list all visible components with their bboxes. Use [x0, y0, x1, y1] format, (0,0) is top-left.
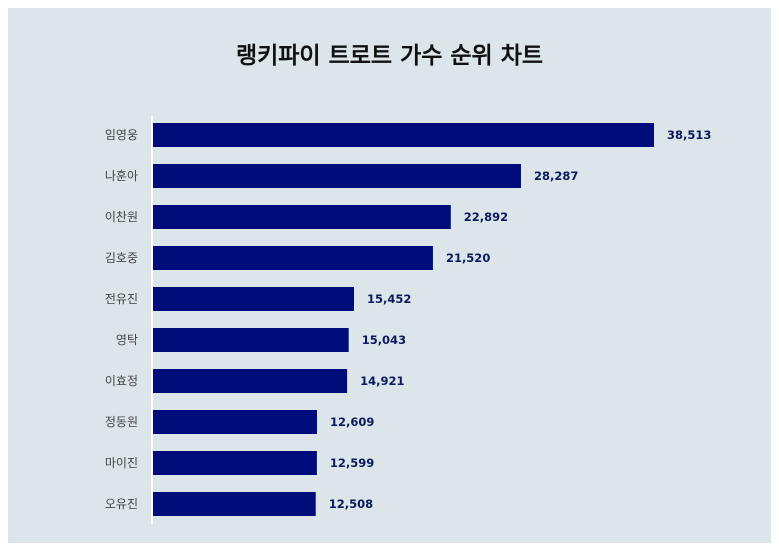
value-label: 22,892 — [464, 210, 508, 224]
category-label: 전유진 — [105, 292, 138, 306]
category-label: 이찬원 — [105, 209, 138, 224]
category-label: 임영웅 — [105, 128, 138, 142]
category-label: 정동원 — [105, 415, 138, 429]
bar — [153, 287, 355, 311]
bar — [153, 328, 349, 352]
bar — [153, 451, 317, 475]
chart-background — [8, 8, 771, 543]
value-label: 28,287 — [534, 169, 578, 183]
bar — [153, 123, 654, 147]
value-label: 15,043 — [362, 333, 406, 347]
bar — [153, 164, 521, 188]
bars-group: 임영웅 38,513 나훈아 28,287 이찬원 22,892 김호중 21,520 전유진 1… — [105, 123, 711, 516]
value-label: 14,921 — [360, 374, 404, 388]
value-label: 12,609 — [330, 415, 374, 429]
category-label: 마이진 — [105, 456, 138, 470]
value-label: 38,513 — [667, 128, 711, 142]
category-label: 김호중 — [105, 251, 138, 265]
value-label: 21,520 — [446, 251, 490, 265]
chart-title: 랭키파이 트로트 가수 순위 차트 — [235, 43, 544, 69]
category-label: 나훈아 — [105, 169, 138, 183]
value-label: 12,599 — [330, 456, 374, 470]
category-label: 영탁 — [116, 333, 138, 347]
bar — [153, 492, 316, 516]
bar — [153, 410, 318, 434]
category-label: 이효정 — [105, 374, 138, 388]
bar — [153, 369, 348, 393]
value-label: 12,508 — [329, 497, 373, 511]
category-label: 오유진 — [105, 497, 138, 511]
bar — [153, 205, 451, 229]
value-label: 15,452 — [367, 292, 411, 306]
bar — [153, 246, 433, 270]
